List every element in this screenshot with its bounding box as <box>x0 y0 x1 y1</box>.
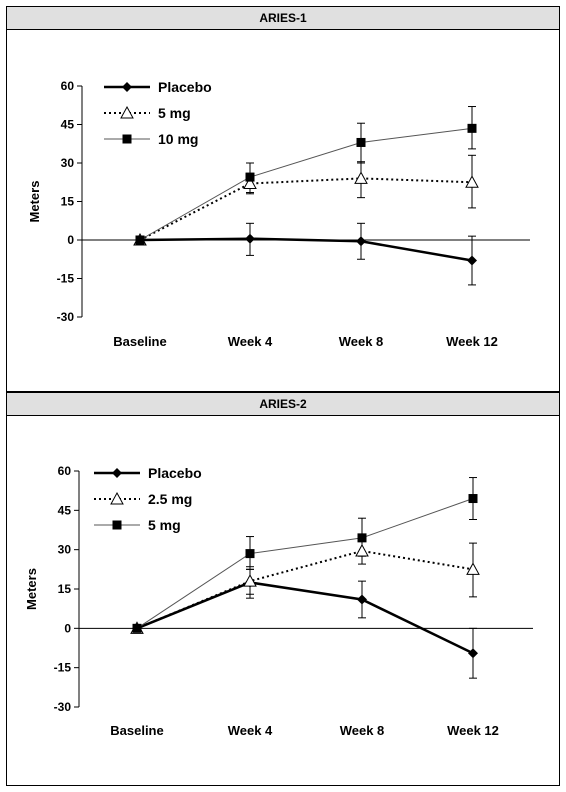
series-line <box>136 549 474 630</box>
y-tick-label: 45 <box>61 118 75 132</box>
y-tick-label: 60 <box>61 79 75 93</box>
data-point <box>466 562 480 575</box>
legend-label: 2.5 mg <box>148 491 192 507</box>
legend-label: Placebo <box>148 465 202 481</box>
data-point <box>465 175 479 188</box>
data-point <box>356 137 366 147</box>
y-axis-label: Meters <box>24 568 39 610</box>
legend-label: Placebo <box>158 79 212 95</box>
x-tick-label: Baseline <box>113 334 166 349</box>
legend-marker <box>110 491 124 505</box>
x-tick-label: Week 8 <box>340 723 385 738</box>
series-line <box>139 127 473 241</box>
data-point <box>357 594 367 605</box>
y-tick-label: -30 <box>54 700 72 714</box>
series-line <box>136 498 474 629</box>
data-point <box>135 235 145 245</box>
chart-title: ARIES-2 <box>7 393 559 416</box>
data-point <box>354 171 368 184</box>
y-tick-label: 30 <box>61 156 75 170</box>
aries-1-chart: Meters 60 45 30 15 0 -15 -30 Baseline Week 4 Week … <box>27 79 530 349</box>
series-line <box>136 581 474 655</box>
data-point <box>468 494 478 504</box>
x-tick-label: Week 12 <box>447 723 499 738</box>
data-point <box>355 543 369 557</box>
data-point <box>356 236 366 247</box>
y-tick-label: 15 <box>61 195 75 209</box>
y-tick-label: 45 <box>58 503 72 517</box>
legend-label: 5 mg <box>148 517 181 533</box>
aries-2-panel: ARIES-2 Meters 60 45 30 15 0 -15 -30 Baseline Wee… <box>6 392 560 786</box>
data-point <box>243 574 257 587</box>
legend-marker <box>122 134 132 144</box>
data-point <box>467 123 477 133</box>
legend-marker <box>120 105 134 119</box>
data-point <box>468 648 478 659</box>
legend-label: 5 mg <box>158 105 191 121</box>
x-tick-label: Week 12 <box>446 334 498 349</box>
aries-1-panel: ARIES-1 Meters 60 45 30 15 0 -15 -30 Baseline Wee… <box>6 6 560 392</box>
series-line <box>139 237 473 262</box>
legend-marker <box>122 82 132 92</box>
data-point <box>357 533 367 543</box>
y-tick-label: 30 <box>58 543 72 557</box>
data-point <box>245 549 255 559</box>
x-tick-label: Week 8 <box>339 334 384 349</box>
x-tick-label: Week 4 <box>228 334 273 349</box>
x-tick-label: Week 4 <box>228 723 273 738</box>
data-point <box>243 176 257 190</box>
y-tick-label: 60 <box>58 464 72 478</box>
legend-label: 10 mg <box>158 131 198 147</box>
data-point <box>245 233 255 244</box>
y-axis-label: Meters <box>27 181 42 223</box>
legend-marker <box>112 468 122 478</box>
data-point <box>132 623 142 633</box>
y-tick-label: 0 <box>67 233 74 247</box>
y-tick-label: -15 <box>54 661 72 675</box>
y-tick-label: 15 <box>58 582 72 596</box>
x-tick-label: Baseline <box>110 723 163 738</box>
chart-title: ARIES-1 <box>7 7 559 30</box>
series-line <box>139 177 473 241</box>
y-tick-label: -30 <box>57 310 75 324</box>
legend-marker <box>112 520 122 530</box>
data-point <box>467 255 477 266</box>
data-point <box>245 172 255 182</box>
y-tick-label: -15 <box>57 272 75 286</box>
y-tick-label: 0 <box>64 621 71 635</box>
aries-2-chart: Meters 60 45 30 15 0 -15 -30 Baseline Week 4 Week … <box>24 464 533 738</box>
